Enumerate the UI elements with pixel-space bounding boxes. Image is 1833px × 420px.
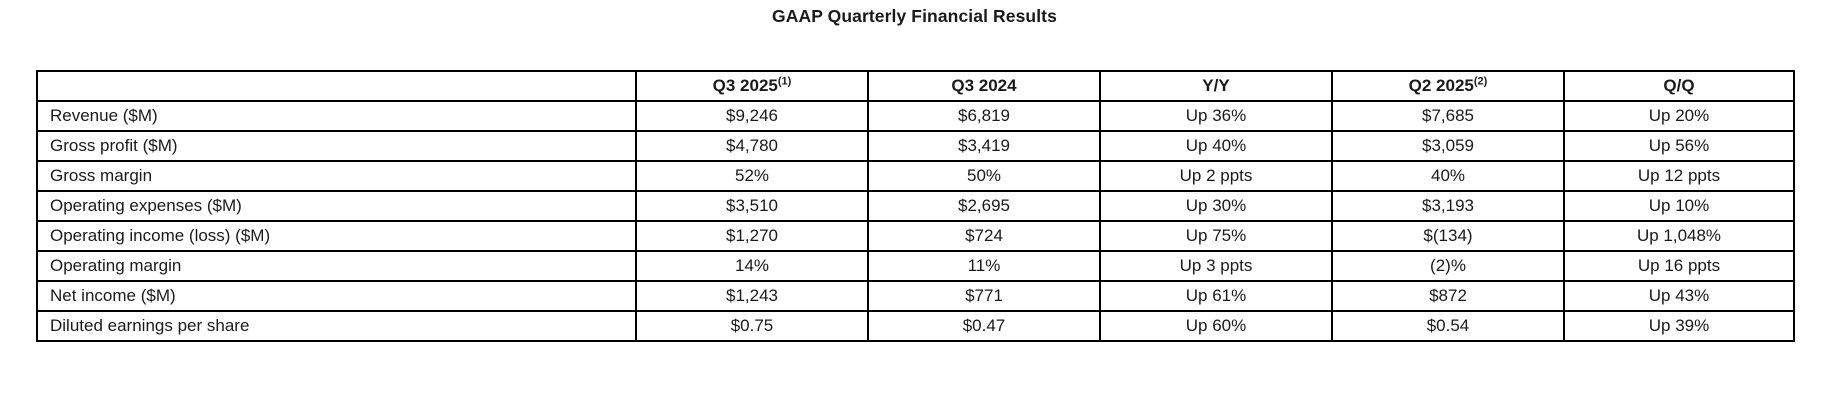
header-label: Y/Y bbox=[1202, 76, 1230, 95]
table-row-operating-margin: Operating margin 14% 11% Up 3 ppts (2)% … bbox=[36, 250, 1795, 282]
cell-value: Up 40% bbox=[1099, 130, 1333, 162]
header-row: Q3 2025(1) Q3 2024 Y/Y Q2 2025(2) Q/Q bbox=[36, 70, 1795, 102]
cell-value: $6,819 bbox=[867, 100, 1101, 132]
cell-value: Up 75% bbox=[1099, 220, 1333, 252]
row-label: Gross margin bbox=[36, 160, 637, 192]
cell-value: $0.54 bbox=[1331, 310, 1565, 342]
table-header: Q3 2025(1) Q3 2024 Y/Y Q2 2025(2) Q/Q bbox=[36, 70, 1795, 102]
header-cell-qq: Q/Q bbox=[1563, 70, 1795, 102]
cell-value: $7,685 bbox=[1331, 100, 1565, 132]
cell-value: 14% bbox=[635, 250, 869, 282]
cell-value: Up 39% bbox=[1563, 310, 1795, 342]
cell-value: Up 2 ppts bbox=[1099, 160, 1333, 192]
cell-value: 40% bbox=[1331, 160, 1565, 192]
table-row-operating-expenses: Operating expenses ($M) $3,510 $2,695 Up… bbox=[36, 190, 1795, 222]
cell-value: 52% bbox=[635, 160, 869, 192]
cell-value: (2)% bbox=[1331, 250, 1565, 282]
cell-value: $3,059 bbox=[1331, 130, 1565, 162]
cell-value: $4,780 bbox=[635, 130, 869, 162]
cell-value: Up 60% bbox=[1099, 310, 1333, 342]
header-label: Q/Q bbox=[1663, 76, 1695, 95]
header-cell-empty bbox=[36, 70, 637, 102]
row-label: Net income ($M) bbox=[36, 280, 637, 312]
cell-value: $1,243 bbox=[635, 280, 869, 312]
header-label: Q3 2024 bbox=[951, 76, 1017, 95]
page-title: GAAP Quarterly Financial Results bbox=[772, 6, 1057, 26]
cell-value: Up 30% bbox=[1099, 190, 1333, 222]
table-row-gross-profit: Gross profit ($M) $4,780 $3,419 Up 40% $… bbox=[36, 130, 1795, 162]
row-label: Operating margin bbox=[36, 250, 637, 282]
table-row-net-income: Net income ($M) $1,243 $771 Up 61% $872 … bbox=[36, 280, 1795, 312]
header-label: Q3 2025 bbox=[712, 76, 778, 95]
header-cell-q3-2025: Q3 2025(1) bbox=[635, 70, 869, 102]
header-cell-yy: Y/Y bbox=[1099, 70, 1333, 102]
cell-value: 50% bbox=[867, 160, 1101, 192]
cell-value: $0.47 bbox=[867, 310, 1101, 342]
cell-value: $724 bbox=[867, 220, 1101, 252]
cell-value: Up 1,048% bbox=[1563, 220, 1795, 252]
cell-value: $0.75 bbox=[635, 310, 869, 342]
cell-value: $3,510 bbox=[635, 190, 869, 222]
row-label: Operating expenses ($M) bbox=[36, 190, 637, 222]
cell-value: Up 10% bbox=[1563, 190, 1795, 222]
footnote-marker-2: (2) bbox=[1473, 75, 1488, 88]
table-row-diluted-eps: Diluted earnings per share $0.75 $0.47 U… bbox=[36, 310, 1795, 342]
cell-value: Up 16 ppts bbox=[1563, 250, 1795, 282]
cell-value: Up 3 ppts bbox=[1099, 250, 1333, 282]
cell-value: $3,419 bbox=[867, 130, 1101, 162]
table-row-revenue: Revenue ($M) $9,246 $6,819 Up 36% $7,685… bbox=[36, 100, 1795, 132]
header-cell-q2-2025: Q2 2025(2) bbox=[1331, 70, 1565, 102]
header-cell-q3-2024: Q3 2024 bbox=[867, 70, 1101, 102]
header-label: Q2 2025 bbox=[1408, 76, 1474, 95]
row-label: Revenue ($M) bbox=[36, 100, 637, 132]
row-label: Gross profit ($M) bbox=[36, 130, 637, 162]
cell-value: Up 36% bbox=[1099, 100, 1333, 132]
financial-results-table: Q3 2025(1) Q3 2024 Y/Y Q2 2025(2) Q/Q Re… bbox=[36, 70, 1795, 342]
cell-value: Up 56% bbox=[1563, 130, 1795, 162]
cell-value: $872 bbox=[1331, 280, 1565, 312]
cell-value: $771 bbox=[867, 280, 1101, 312]
table-row-operating-income: Operating income (loss) ($M) $1,270 $724… bbox=[36, 220, 1795, 252]
cell-value: $1,270 bbox=[635, 220, 869, 252]
cell-value: $(134) bbox=[1331, 220, 1565, 252]
cell-value: Up 61% bbox=[1099, 280, 1333, 312]
row-label: Operating income (loss) ($M) bbox=[36, 220, 637, 252]
cell-value: $9,246 bbox=[635, 100, 869, 132]
cell-value: Up 43% bbox=[1563, 280, 1795, 312]
table-row-gross-margin: Gross margin 52% 50% Up 2 ppts 40% Up 12… bbox=[36, 160, 1795, 192]
cell-value: $2,695 bbox=[867, 190, 1101, 222]
cell-value: Up 12 ppts bbox=[1563, 160, 1795, 192]
cell-value: $3,193 bbox=[1331, 190, 1565, 222]
cell-value: 11% bbox=[867, 250, 1101, 282]
table-body: Revenue ($M) $9,246 $6,819 Up 36% $7,685… bbox=[36, 100, 1795, 342]
row-label: Diluted earnings per share bbox=[36, 310, 637, 342]
footnote-marker-1: (1) bbox=[777, 75, 792, 88]
cell-value: Up 20% bbox=[1563, 100, 1795, 132]
